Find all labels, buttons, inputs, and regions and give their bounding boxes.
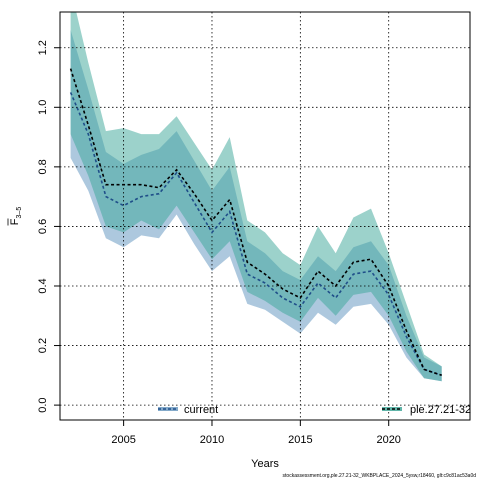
legend-label-1: ple.27.21-32 (410, 404, 471, 416)
footer-text: stockassessment.org,ple.27.21-32_WKBPLAC… (283, 473, 477, 479)
y-axis-title: F3–5 (7, 207, 23, 226)
y-axis-title-main-text: F (9, 218, 21, 225)
legend: current ple.27.21-32 (158, 404, 471, 416)
confidence-bands (70, 12, 442, 382)
plot-frame (59, 11, 471, 421)
band-stock (70, 12, 442, 382)
x-axis: 2005 2010 2015 2020 (111, 420, 401, 446)
y-tick-label-0.2: 0.2 (37, 338, 49, 353)
series-line-current (69, 92, 442, 377)
y-axis-title-subscript: 3–5 (16, 207, 23, 219)
y-tick-label-0.4: 0.4 (37, 278, 49, 293)
y-axis-title-main: F3–5 (9, 207, 23, 226)
series-line-stock (69, 68, 442, 377)
y-tick-label-0.8: 0.8 (37, 159, 49, 174)
y-tick-label-1: 1.0 (37, 100, 49, 115)
legend-label-0: current (184, 404, 218, 416)
y-axis: 0.0 0.2 0.4 0.6 0.8 1.0 1.2 (37, 40, 60, 413)
y-tick-label-0.6: 0.6 (37, 219, 49, 234)
y-tick-label-1.2: 1.2 (37, 40, 49, 55)
grid-lines (60, 12, 470, 420)
estimate-lines (69, 68, 442, 377)
x-tick-label-2020: 2020 (376, 434, 400, 446)
x-tick-label-2010: 2010 (200, 434, 224, 446)
x-axis-title: Years (251, 458, 279, 470)
x-tick-label-2015: 2015 (288, 434, 312, 446)
x-tick-label-2005: 2005 (111, 434, 135, 446)
y-tick-label-0: 0.0 (37, 397, 49, 412)
